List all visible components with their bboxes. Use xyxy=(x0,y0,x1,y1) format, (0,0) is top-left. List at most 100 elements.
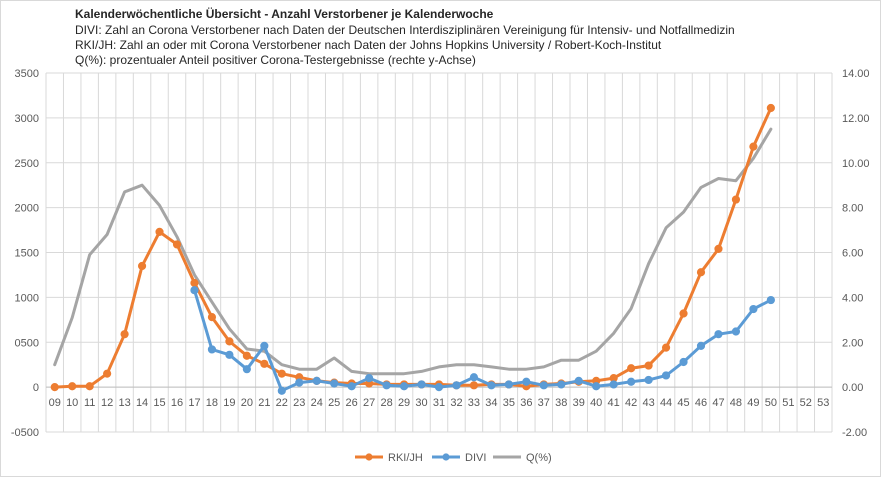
data-point xyxy=(539,381,548,390)
series-line-divi xyxy=(193,288,773,393)
x-tick-label: 27 xyxy=(363,397,375,409)
data-point xyxy=(399,382,409,391)
legend-marker xyxy=(365,453,373,461)
chart-subtitle-rki: RKI/JH: Zahl an oder mit Corona Verstorb… xyxy=(75,38,662,52)
data-point xyxy=(574,376,583,385)
chart-subtitle-divi: DIVI: Zahl an Corona Verstorbener nach D… xyxy=(75,23,735,37)
y-right-tick-label: 10.00 xyxy=(842,158,870,170)
data-point xyxy=(766,103,775,113)
x-axis: 09 10 11 12 13 14 15 16 17 18 19 20 21 22 23 24 25 26 27 28… xyxy=(46,386,832,409)
x-tick-label: 11 xyxy=(84,397,95,409)
data-point xyxy=(679,357,688,367)
x-tick-label: 39 xyxy=(573,397,585,409)
x-tick-label: 28 xyxy=(380,397,392,409)
data-point xyxy=(50,383,59,392)
data-point xyxy=(469,373,479,382)
x-tick-label: 17 xyxy=(188,397,200,409)
data-point xyxy=(242,365,251,374)
data-point xyxy=(207,345,217,354)
x-tick-label: 34 xyxy=(485,397,497,409)
data-point xyxy=(120,330,129,339)
x-tick-label: 43 xyxy=(642,397,654,409)
x-tick-label: 13 xyxy=(118,397,130,409)
data-point xyxy=(661,371,671,380)
data-point xyxy=(417,380,426,389)
x-tick-label: 23 xyxy=(293,397,305,409)
x-tick-label: 24 xyxy=(311,397,323,409)
x-tick-label: 53 xyxy=(817,397,829,409)
data-point xyxy=(434,383,444,392)
y-right-tick-label: 12.00 xyxy=(842,113,870,125)
data-point xyxy=(627,364,636,373)
x-tick-label: 52 xyxy=(800,397,812,409)
data-point xyxy=(260,341,269,350)
data-point xyxy=(487,381,496,390)
data-point xyxy=(679,309,688,318)
data-point xyxy=(661,343,671,352)
data-point xyxy=(295,378,304,387)
x-tick-label: 10 xyxy=(66,397,78,409)
data-point xyxy=(557,380,566,389)
data-point xyxy=(731,195,741,204)
data-point xyxy=(103,369,112,378)
legend-label: Q(%) xyxy=(526,452,552,464)
x-tick-label: 49 xyxy=(747,397,759,409)
y-left-tick-label: 2500 xyxy=(15,158,39,170)
y-left-tick-label: 3500 xyxy=(15,68,39,80)
x-tick-label: 46 xyxy=(695,397,707,409)
data-point xyxy=(207,313,217,322)
data-point xyxy=(469,381,479,390)
x-tick-label: 37 xyxy=(538,397,550,409)
x-tick-label: 25 xyxy=(328,397,340,409)
x-tick-label: 42 xyxy=(625,397,637,409)
y-left-tick-label: -0500 xyxy=(11,427,39,439)
x-tick-label: 35 xyxy=(503,397,515,409)
x-tick-label: 21 xyxy=(258,397,270,409)
data-point xyxy=(644,375,653,385)
y-right-tick-label: 0.00 xyxy=(842,382,863,394)
data-point xyxy=(592,382,601,391)
data-point xyxy=(225,350,234,359)
x-tick-label: 51 xyxy=(782,397,794,409)
left-axis: -0500 0 0500 1000 1500 2000 2500 3000 3500 xyxy=(11,68,39,439)
x-tick-label: 50 xyxy=(765,397,777,409)
x-tick-label: 31 xyxy=(433,397,445,409)
data-point xyxy=(627,377,636,386)
x-tick-label: 15 xyxy=(153,397,165,409)
y-right-tick-label: 6.00 xyxy=(842,248,863,260)
chart-title: Kalenderwöchentliche Übersicht - Anzahl … xyxy=(75,7,494,21)
data-point xyxy=(714,330,723,339)
y-right-tick-label: -2.00 xyxy=(842,427,867,439)
data-point xyxy=(190,278,199,288)
x-tick-label: 16 xyxy=(171,397,183,409)
data-point xyxy=(696,268,706,277)
legend-marker xyxy=(442,453,450,461)
data-point xyxy=(312,376,321,385)
data-point xyxy=(85,382,94,391)
data-point xyxy=(766,295,775,305)
x-tick-label: 38 xyxy=(555,397,567,409)
y-right-tick-label: 2.00 xyxy=(842,337,863,349)
x-tick-label: 40 xyxy=(590,397,602,409)
data-point xyxy=(155,227,164,236)
x-tick-label: 19 xyxy=(223,397,235,409)
y-left-tick-label: 3000 xyxy=(15,113,39,125)
legend-label: DIVI xyxy=(465,452,486,464)
data-point xyxy=(260,359,269,368)
data-point xyxy=(504,380,513,389)
data-point xyxy=(749,304,758,314)
x-tick-label: 29 xyxy=(398,397,410,409)
data-point xyxy=(330,379,339,388)
data-point xyxy=(365,374,374,383)
data-point xyxy=(242,351,251,360)
y-right-tick-label: 8.00 xyxy=(842,203,863,215)
x-tick-label: 20 xyxy=(241,397,253,409)
x-tick-label: 41 xyxy=(608,397,620,409)
data-point xyxy=(172,240,182,249)
x-tick-label: 32 xyxy=(450,397,462,409)
series-line-q xyxy=(53,127,773,376)
right-axis: -2.00 0.00 2.00 4.00 6.00 8.00 10.00 12.00 14.00 xyxy=(842,68,870,439)
legend-label: RKI/JH xyxy=(388,452,423,464)
